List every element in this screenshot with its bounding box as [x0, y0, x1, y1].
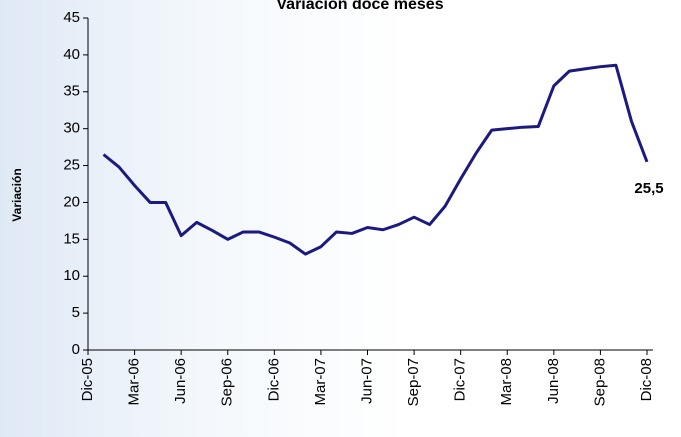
x-tick-label: Sep-07 — [405, 358, 422, 406]
y-tick-label: 20 — [63, 193, 80, 210]
y-tick-label: 30 — [63, 120, 80, 137]
x-tick-label: Dic-05 — [79, 358, 96, 401]
y-tick-label: 10 — [63, 267, 80, 284]
y-tick-label: 35 — [63, 83, 80, 100]
y-axis-label: Variación — [10, 168, 24, 221]
line-series — [102, 63, 649, 256]
x-tick-label: Sep-06 — [219, 358, 236, 406]
x-tick-label: Mar-08 — [498, 358, 515, 406]
y-tick-label: 40 — [63, 46, 80, 63]
x-tick-label: Jun-07 — [358, 358, 375, 404]
x-tick-label: Dic-08 — [638, 358, 655, 401]
x-tick-label: Dic-07 — [452, 358, 469, 401]
x-tick-label: Sep-08 — [591, 358, 608, 406]
y-tick-label: 25 — [63, 157, 80, 174]
y-tick-label: 0 — [72, 341, 80, 358]
x-tick-label: Jun-06 — [172, 358, 189, 404]
x-tick-label: Mar-06 — [126, 358, 143, 406]
y-tick-label: 45 — [63, 9, 80, 26]
data-label: 25,5 — [634, 180, 663, 197]
x-tick-label: Dic-06 — [265, 358, 282, 401]
y-tick-label: 15 — [63, 230, 80, 247]
chart-title: Variación doce meses — [276, 0, 443, 13]
y-tick-label: 5 — [72, 304, 80, 321]
x-tick-label: Jun-08 — [545, 358, 562, 404]
x-tick-label: Mar-07 — [312, 358, 329, 406]
